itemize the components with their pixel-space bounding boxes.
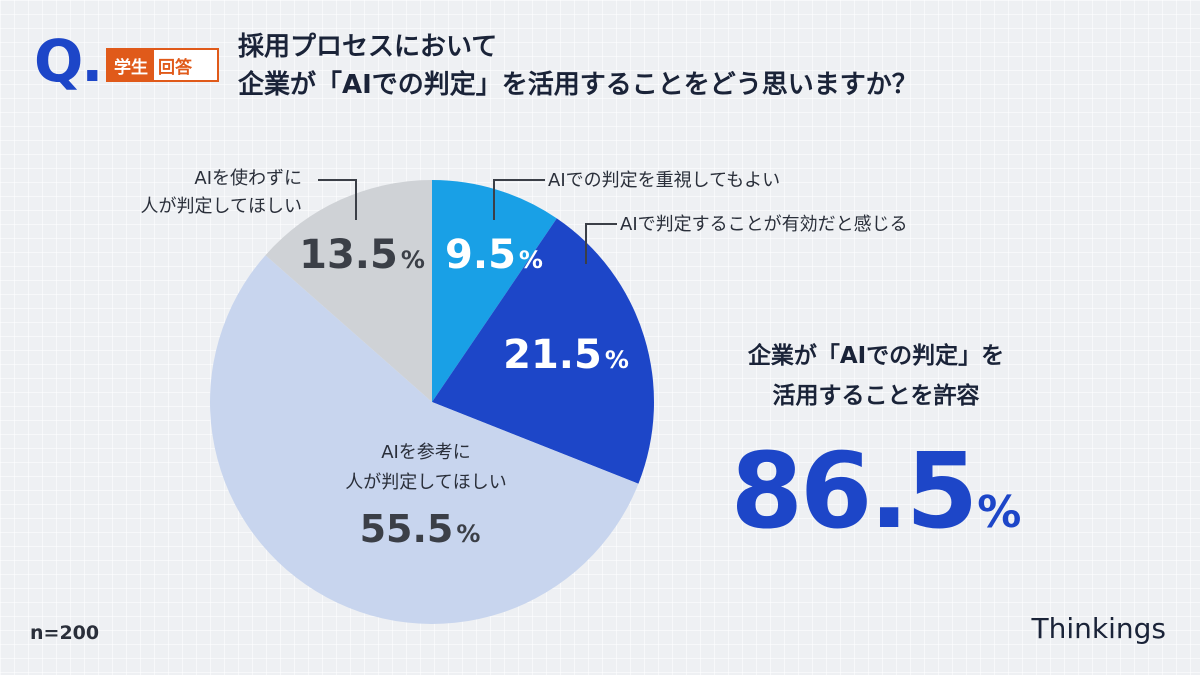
acceptance-total-unit: % [977,487,1022,538]
callout-line1: 企業が「AIでの判定」を [747,343,1005,369]
leader-line-4 [318,179,357,220]
acceptance-total-number: 86.5 [730,430,979,552]
leader-line-2 [585,223,617,264]
slice-value-1: 9.5% [445,232,543,278]
pie-slice-3 [210,255,639,624]
slice-value-3: 55.5% [360,507,481,551]
pie-slice-2 [432,218,654,484]
pie-slice-1 [432,180,557,402]
slice-label-1: AIでの判定を重視してもよい [548,170,780,191]
badge-answer-text: 回答 [158,57,192,78]
leader-line-1 [493,179,545,220]
question-title-line1: 採用プロセスにおいて [238,32,498,62]
question-title-line2: 企業が「AIでの判定」を活用することをどう思いますか？ [238,70,918,100]
callout-line2: 活用することを許容 [772,383,980,409]
slice-value-4: 13.5% [299,232,425,278]
pie-slice-4 [265,180,432,402]
slice-label-4: AIを使わずに人が判定してほしい [141,168,302,217]
slice-value-2: 21.5% [503,332,629,378]
student-answer-badge: 学生 回答 [106,48,219,82]
question-title: 採用プロセスにおいて 企業が「AIでの判定」を活用することをどう思いますか？ [238,28,918,104]
brand-logo: Thinkings [1031,612,1166,645]
slice-label-3: AIを参考に人が判定してほしい [345,442,506,493]
badge-student-text: 学生 [108,50,154,80]
acceptance-total: 86.5% [708,430,1044,552]
question-mark-label: Q. [34,27,103,95]
acceptance-callout: 企業が「AIでの判定」を 活用することを許容 [708,336,1044,416]
slice-label-2: AIで判定することが有効だと感じる [620,214,908,235]
sample-size: n=200 [30,622,100,644]
